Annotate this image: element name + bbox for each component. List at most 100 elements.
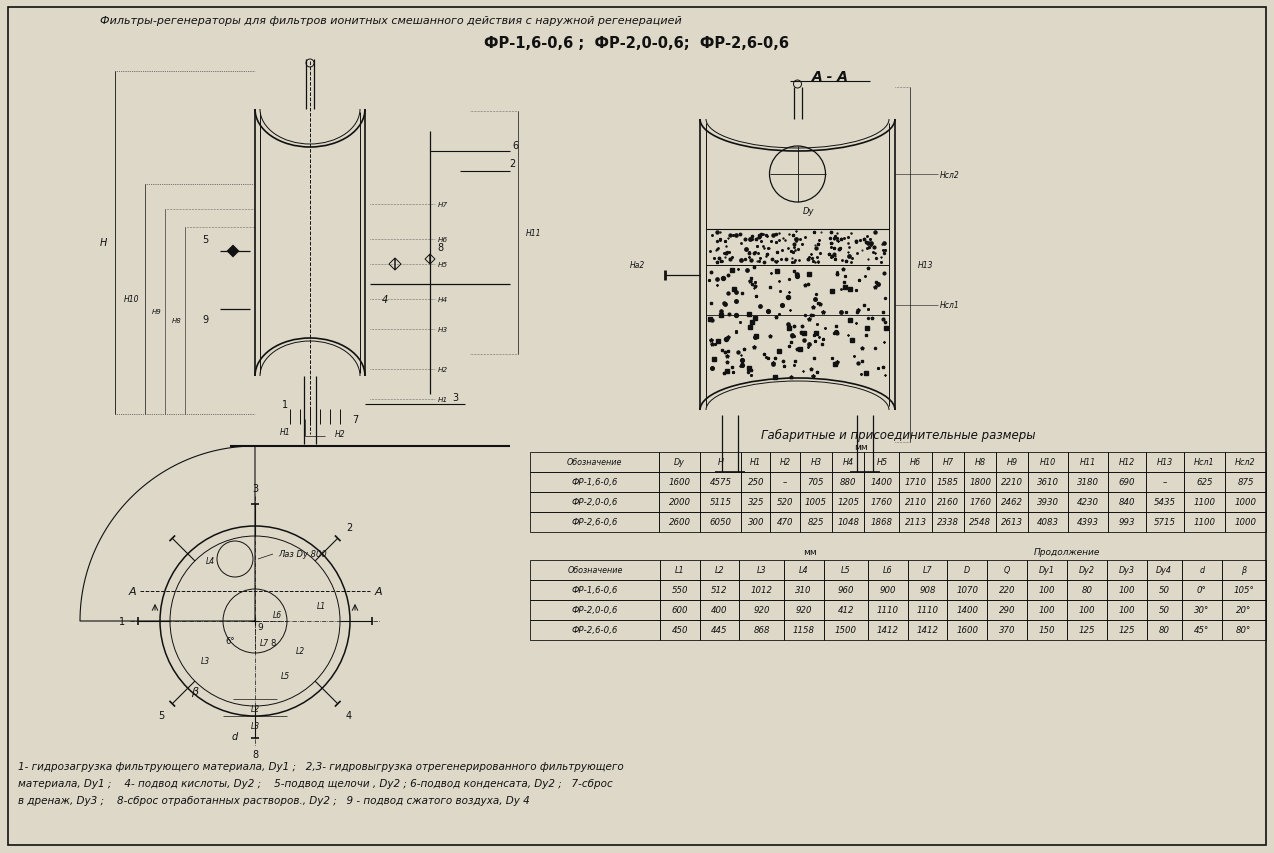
Bar: [864, 473, 899, 492]
Bar: [823, 560, 868, 580]
Bar: [1107, 473, 1145, 492]
Text: L3: L3: [251, 722, 260, 731]
Bar: [1028, 513, 1068, 532]
Text: H5: H5: [438, 262, 448, 268]
Text: мм: мм: [803, 548, 817, 557]
Polygon shape: [227, 246, 240, 258]
Text: L3: L3: [200, 657, 209, 665]
Text: L2: L2: [251, 705, 260, 714]
Text: A: A: [375, 586, 382, 596]
Bar: [907, 580, 948, 601]
Text: 3930: 3930: [1037, 498, 1059, 507]
Bar: [530, 492, 659, 513]
Text: 550: 550: [671, 586, 688, 595]
Text: 220: 220: [999, 586, 1015, 595]
Text: 8: 8: [437, 243, 443, 252]
Bar: [1107, 580, 1147, 601]
Text: 1110: 1110: [877, 606, 898, 615]
Text: 600: 600: [671, 606, 688, 615]
Text: 1760: 1760: [871, 498, 893, 507]
Text: 4393: 4393: [1077, 518, 1099, 527]
Bar: [907, 620, 948, 641]
Text: L7: L7: [260, 639, 269, 647]
Text: H1: H1: [279, 428, 290, 437]
Text: 1500: 1500: [834, 626, 856, 635]
Bar: [931, 473, 964, 492]
Bar: [1027, 601, 1066, 620]
Text: Q: Q: [1004, 566, 1010, 575]
Text: 100: 100: [1038, 586, 1055, 595]
Bar: [1184, 452, 1224, 473]
Text: 1412: 1412: [916, 626, 939, 635]
Text: 3: 3: [452, 392, 459, 403]
Bar: [1224, 452, 1266, 473]
Text: ФР-2,0-0,6: ФР-2,0-0,6: [572, 606, 618, 615]
Text: β: β: [191, 686, 199, 696]
Text: L6: L6: [273, 611, 282, 620]
Text: Нсл2: Нсл2: [1236, 458, 1256, 467]
Text: 825: 825: [808, 518, 824, 527]
Bar: [1184, 513, 1224, 532]
Text: A: A: [129, 586, 136, 596]
Bar: [823, 620, 868, 641]
Bar: [868, 580, 907, 601]
Text: Dy3: Dy3: [1119, 566, 1135, 575]
Bar: [701, 473, 741, 492]
Bar: [1066, 580, 1107, 601]
Text: 4083: 4083: [1037, 518, 1059, 527]
Bar: [1107, 492, 1145, 513]
Bar: [1027, 560, 1066, 580]
Text: β: β: [1241, 566, 1246, 575]
Bar: [1222, 560, 1266, 580]
Bar: [987, 620, 1027, 641]
Bar: [701, 492, 741, 513]
Text: Продолжение: Продолжение: [1034, 548, 1101, 557]
Text: H10: H10: [1040, 458, 1056, 467]
Bar: [868, 560, 907, 580]
Text: L5: L5: [280, 671, 289, 681]
Bar: [741, 492, 771, 513]
Bar: [987, 601, 1027, 620]
Text: 2600: 2600: [669, 518, 691, 527]
Text: H3: H3: [438, 327, 448, 333]
Text: L6: L6: [883, 566, 893, 575]
Bar: [1107, 601, 1147, 620]
Text: 2: 2: [508, 159, 515, 169]
Bar: [659, 492, 701, 513]
Text: 1100: 1100: [1194, 498, 1215, 507]
Bar: [741, 473, 771, 492]
Text: d: d: [232, 731, 238, 741]
Bar: [784, 560, 823, 580]
Text: 875: 875: [1237, 478, 1254, 487]
Bar: [964, 473, 996, 492]
Bar: [660, 601, 699, 620]
Text: 993: 993: [1119, 518, 1135, 527]
Text: L2: L2: [715, 566, 725, 575]
Bar: [1145, 473, 1184, 492]
Text: H11: H11: [526, 229, 541, 238]
Text: H3: H3: [810, 458, 822, 467]
Text: L1: L1: [317, 602, 326, 611]
Text: L4: L4: [205, 557, 214, 566]
Text: H2: H2: [780, 458, 791, 467]
Bar: [1182, 601, 1222, 620]
Bar: [907, 560, 948, 580]
Bar: [1028, 452, 1068, 473]
Text: 3: 3: [252, 484, 259, 493]
Bar: [739, 620, 784, 641]
Bar: [964, 452, 996, 473]
Bar: [660, 620, 699, 641]
Text: H2: H2: [438, 367, 448, 373]
Text: L2: L2: [296, 647, 304, 656]
Text: материала, Dy1 ;    4- подвод кислоты, Dy2 ;    5-подвод щелочи , Dy2 ; 6-подвод: материала, Dy1 ; 4- подвод кислоты, Dy2 …: [18, 778, 613, 788]
Bar: [739, 601, 784, 620]
Text: –: –: [1163, 478, 1167, 487]
Text: H8: H8: [172, 318, 182, 324]
Text: H8: H8: [975, 458, 986, 467]
Bar: [530, 513, 659, 532]
Text: 105°: 105°: [1233, 586, 1255, 595]
Text: H1: H1: [750, 458, 762, 467]
Text: 100: 100: [1079, 606, 1096, 615]
Text: 80: 80: [1082, 586, 1092, 595]
Text: 1760: 1760: [970, 498, 991, 507]
